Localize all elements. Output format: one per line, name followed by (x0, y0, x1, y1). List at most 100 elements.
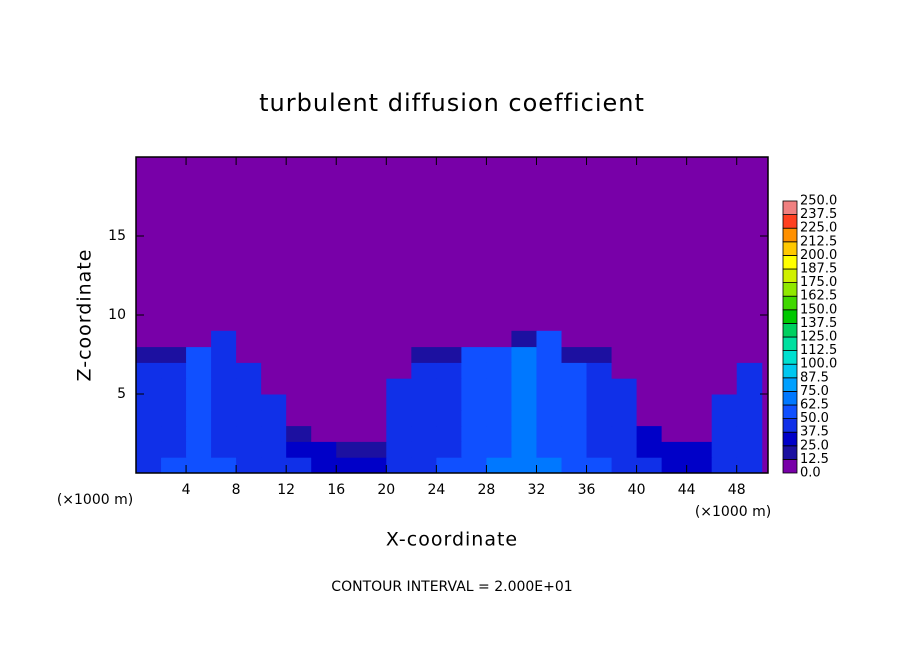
x-tick-label: 24 (427, 482, 445, 498)
field-cell (286, 394, 312, 411)
field-cell (536, 394, 563, 411)
field-cell (436, 457, 462, 474)
field-cell (536, 425, 563, 442)
field-cell (136, 346, 162, 363)
field-cell (361, 441, 387, 458)
field-cell (711, 425, 738, 442)
field-cell (336, 378, 362, 395)
field-cell (411, 378, 437, 395)
field-cell (236, 394, 262, 411)
x-tick-label: 8 (232, 482, 241, 498)
field-cell (436, 425, 462, 442)
field-cell (136, 330, 162, 348)
field-cell (686, 378, 713, 395)
x-tick-label: 4 (182, 482, 191, 498)
field-cell (386, 330, 412, 348)
field-cell (186, 362, 212, 379)
field-cell (586, 394, 613, 411)
colorbar-label: 162.5 (800, 289, 837, 304)
field-cell (436, 346, 462, 363)
field-cell (411, 441, 437, 458)
colorbar-label: 100.0 (800, 357, 837, 372)
field-cell (561, 394, 588, 411)
field-cell (511, 346, 537, 363)
colorbar-swatch (782, 227, 798, 243)
field-cell (736, 330, 763, 348)
field-cell (511, 378, 537, 395)
field-cell (636, 362, 663, 379)
x-unit-label: (×1000 m) (57, 492, 133, 508)
field-cell (536, 346, 563, 363)
field-cell (236, 362, 262, 379)
colorbar-label: 12.5 (800, 452, 829, 467)
colorbar-swatch (782, 445, 798, 460)
field-cell (711, 378, 738, 395)
colorbar-label: 137.5 (800, 316, 837, 331)
colorbar-swatch (782, 390, 798, 406)
field-cell (436, 441, 462, 458)
field-cell (211, 378, 237, 395)
colorbar-label: 37.5 (800, 425, 829, 440)
field-cell (611, 362, 638, 379)
field-cell (711, 346, 738, 363)
field-cell (411, 425, 437, 442)
x-tick-label: 36 (578, 482, 596, 498)
field-cell (211, 346, 237, 363)
field-cell (361, 409, 387, 427)
field-cell (636, 330, 663, 348)
field-cell (336, 330, 362, 348)
y-axis-label: Z-coordinate (74, 249, 96, 382)
field-cell (236, 346, 262, 363)
field-cell (661, 378, 688, 395)
field-cell (436, 409, 462, 427)
field-cell (611, 346, 638, 363)
field-cell (286, 425, 312, 442)
field-cell (211, 362, 237, 379)
field-cell (411, 394, 437, 411)
x-tick-label: 44 (678, 482, 696, 498)
field-cell (161, 425, 187, 442)
field-cell (211, 409, 237, 427)
colorbar-label: 125.0 (800, 330, 837, 345)
field-cell (461, 409, 487, 427)
field-cell (511, 362, 537, 379)
field-cell (211, 330, 237, 348)
colorbar-swatch (782, 458, 798, 474)
field-cell (411, 346, 437, 363)
colorbar-swatch (782, 295, 798, 311)
field-cell (161, 409, 187, 427)
field-cell (136, 441, 162, 458)
x-tick-label: 40 (628, 482, 646, 498)
field-cell (186, 425, 212, 442)
field-cell (261, 330, 287, 348)
field-cell (286, 441, 312, 458)
field-cell (361, 378, 387, 395)
colorbar-swatch (782, 282, 798, 297)
field-cell (586, 409, 613, 427)
colorbar-label: 75.0 (800, 384, 829, 399)
field-cell (336, 441, 362, 458)
field-cell (736, 441, 763, 458)
field-cell (536, 378, 563, 395)
field-cell (361, 457, 387, 474)
field-cell (536, 330, 563, 348)
field-cell (411, 362, 437, 379)
field-cell (611, 330, 638, 348)
colorbar-label: 150.0 (800, 302, 837, 317)
colorbar-label: 0.0 (800, 466, 821, 481)
x-tick-label: 28 (478, 482, 496, 498)
field-cell (411, 409, 437, 427)
field-cell (711, 457, 738, 474)
field-cell (236, 378, 262, 395)
field-cell (361, 330, 387, 348)
colorbar-swatch (782, 336, 798, 352)
field-cell (186, 378, 212, 395)
field-cell (286, 409, 312, 427)
colorbar-label: 50.0 (800, 411, 829, 426)
colorbar-label: 62.5 (800, 398, 829, 413)
field-cell (561, 346, 588, 363)
colorbar-swatch (782, 322, 798, 338)
field-cell (136, 409, 162, 427)
colorbar-swatch (782, 431, 798, 447)
